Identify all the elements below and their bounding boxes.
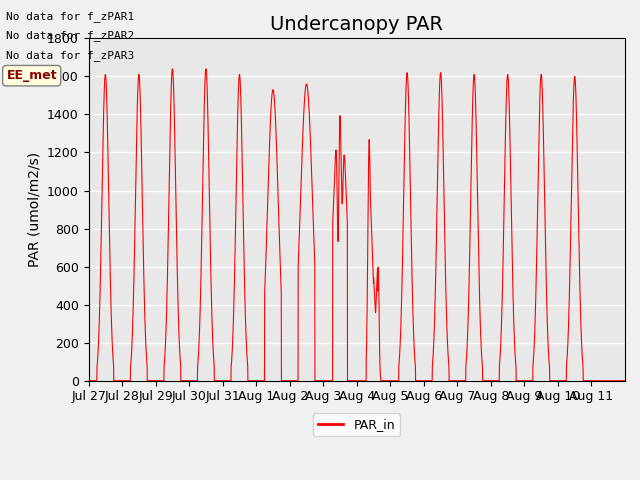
Text: EE_met: EE_met <box>6 69 57 82</box>
Text: No data for f_zPAR3: No data for f_zPAR3 <box>6 49 134 60</box>
Title: Undercanopy PAR: Undercanopy PAR <box>270 15 444 34</box>
Y-axis label: PAR (umol/m2/s): PAR (umol/m2/s) <box>28 152 42 267</box>
Text: No data for f_zPAR1: No data for f_zPAR1 <box>6 11 134 22</box>
Text: No data for f_zPAR2: No data for f_zPAR2 <box>6 30 134 41</box>
Legend: PAR_in: PAR_in <box>314 413 400 436</box>
